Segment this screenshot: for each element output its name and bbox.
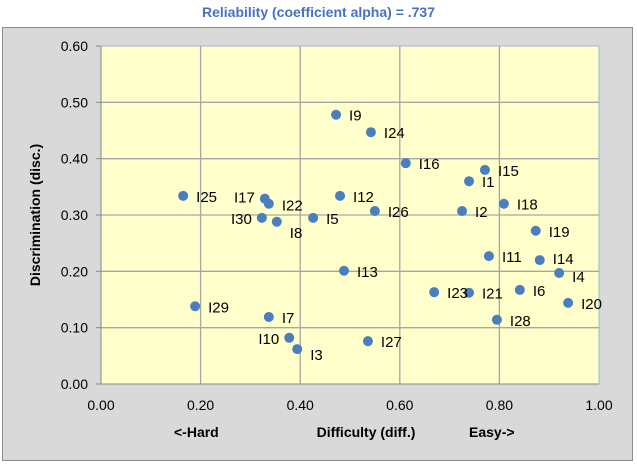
data-point	[271, 216, 282, 227]
y-tick-label: 0.30	[61, 207, 88, 223]
data-point	[284, 332, 295, 343]
data-label: I14	[553, 251, 574, 268]
data-label: I8	[290, 225, 303, 242]
data-label: I7	[282, 310, 295, 327]
data-label: I25	[196, 189, 217, 206]
y-tick-label: 0.20	[61, 263, 88, 279]
data-point	[369, 206, 380, 217]
x-tick-label: 0.40	[287, 397, 314, 413]
data-point	[308, 212, 319, 223]
data-label: I21	[482, 286, 503, 303]
data-point	[178, 190, 189, 201]
x-tick-label: 0.00	[87, 397, 114, 413]
data-point	[534, 255, 545, 266]
data-label: I18	[517, 197, 538, 214]
x-tick-label: 1.00	[585, 397, 612, 413]
data-label: I5	[326, 211, 339, 228]
data-point	[365, 127, 376, 138]
data-label: I3	[310, 347, 323, 364]
data-label: I24	[384, 125, 405, 142]
data-label: I9	[349, 108, 362, 125]
data-point	[335, 190, 346, 201]
data-point	[339, 265, 350, 276]
y-tick-label: 0.00	[61, 376, 88, 392]
data-label: I20	[581, 296, 602, 313]
chart-title: Reliability (coefficient alpha) = .737	[201, 4, 436, 20]
x-axis-hard-label: <-Hard	[174, 424, 219, 440]
x-tick-label: 0.20	[187, 397, 214, 413]
data-label: I27	[381, 334, 402, 351]
data-label: I12	[353, 189, 374, 206]
y-tick-label: 0.60	[61, 38, 88, 54]
data-label: I11	[502, 249, 522, 266]
data-point	[464, 176, 475, 187]
data-point	[457, 206, 468, 217]
y-axis-title: Discrimination (disc.)	[27, 144, 43, 286]
x-axis-easy-label: Easy->	[469, 424, 515, 440]
data-label: I16	[419, 156, 440, 173]
data-label: I19	[549, 224, 570, 241]
y-tick-label: 0.50	[61, 94, 88, 110]
data-point	[400, 158, 411, 169]
data-point	[498, 198, 509, 209]
data-label: I28	[510, 313, 531, 330]
data-point	[263, 311, 274, 322]
y-tick-label: 0.10	[61, 320, 88, 336]
data-point	[362, 336, 373, 347]
data-label: I17	[234, 190, 255, 207]
data-point	[464, 287, 475, 298]
data-point	[479, 164, 490, 175]
data-label: I13	[357, 264, 378, 281]
data-label: I1	[482, 174, 495, 191]
data-label: I2	[475, 204, 488, 221]
data-label: I6	[533, 283, 546, 300]
data-label: I29	[208, 299, 229, 316]
data-point	[483, 251, 494, 262]
x-axis-title: Difficulty (diff.)	[317, 424, 416, 440]
data-point	[331, 109, 342, 120]
x-tick-label: 0.60	[386, 397, 413, 413]
data-point	[190, 301, 201, 312]
data-label: I22	[282, 198, 303, 215]
x-tick-label: 0.80	[486, 397, 513, 413]
data-point	[563, 297, 574, 308]
data-point	[554, 268, 565, 279]
data-point	[256, 212, 267, 223]
data-label: I10	[258, 331, 279, 348]
data-point	[491, 314, 502, 325]
data-label: I4	[572, 269, 585, 286]
data-label: I15	[498, 163, 519, 180]
y-tick-label: 0.40	[61, 151, 88, 167]
data-point	[263, 198, 274, 209]
data-point	[530, 225, 541, 236]
data-point	[514, 284, 525, 295]
data-label: I23	[447, 285, 468, 302]
data-label: I30	[231, 211, 252, 228]
data-label: I26	[388, 204, 409, 221]
data-point	[429, 287, 440, 298]
data-point	[292, 344, 303, 355]
